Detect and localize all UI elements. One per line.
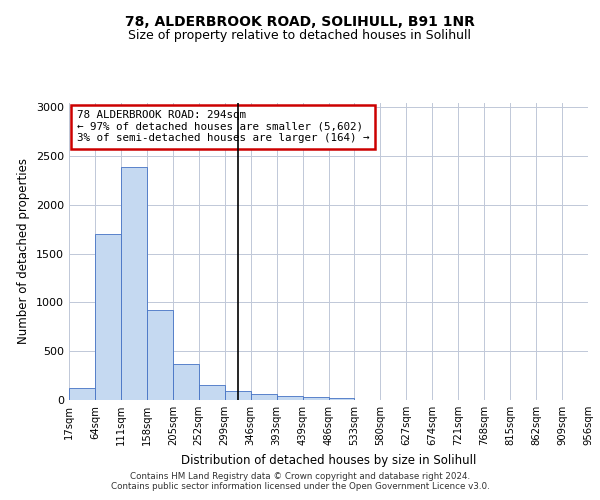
Y-axis label: Number of detached properties: Number of detached properties [17,158,31,344]
Bar [302,397,329,400]
Bar [121,167,147,400]
Text: Contains HM Land Registry data © Crown copyright and database right 2024.
Contai: Contains HM Land Registry data © Crown c… [110,472,490,491]
Bar [69,388,95,400]
Bar [225,391,251,400]
Text: Size of property relative to detached houses in Solihull: Size of property relative to detached ho… [128,29,472,42]
Bar [277,396,302,400]
Text: 78 ALDERBROOK ROAD: 294sqm
← 97% of detached houses are smaller (5,602)
3% of se: 78 ALDERBROOK ROAD: 294sqm ← 97% of deta… [77,110,369,143]
X-axis label: Distribution of detached houses by size in Solihull: Distribution of detached houses by size … [181,454,476,466]
Bar [199,386,224,400]
Bar [173,364,199,400]
Text: 78, ALDERBROOK ROAD, SOLIHULL, B91 1NR: 78, ALDERBROOK ROAD, SOLIHULL, B91 1NR [125,15,475,29]
Bar [95,234,121,400]
Bar [251,394,277,400]
Bar [147,310,173,400]
Bar [329,398,355,400]
